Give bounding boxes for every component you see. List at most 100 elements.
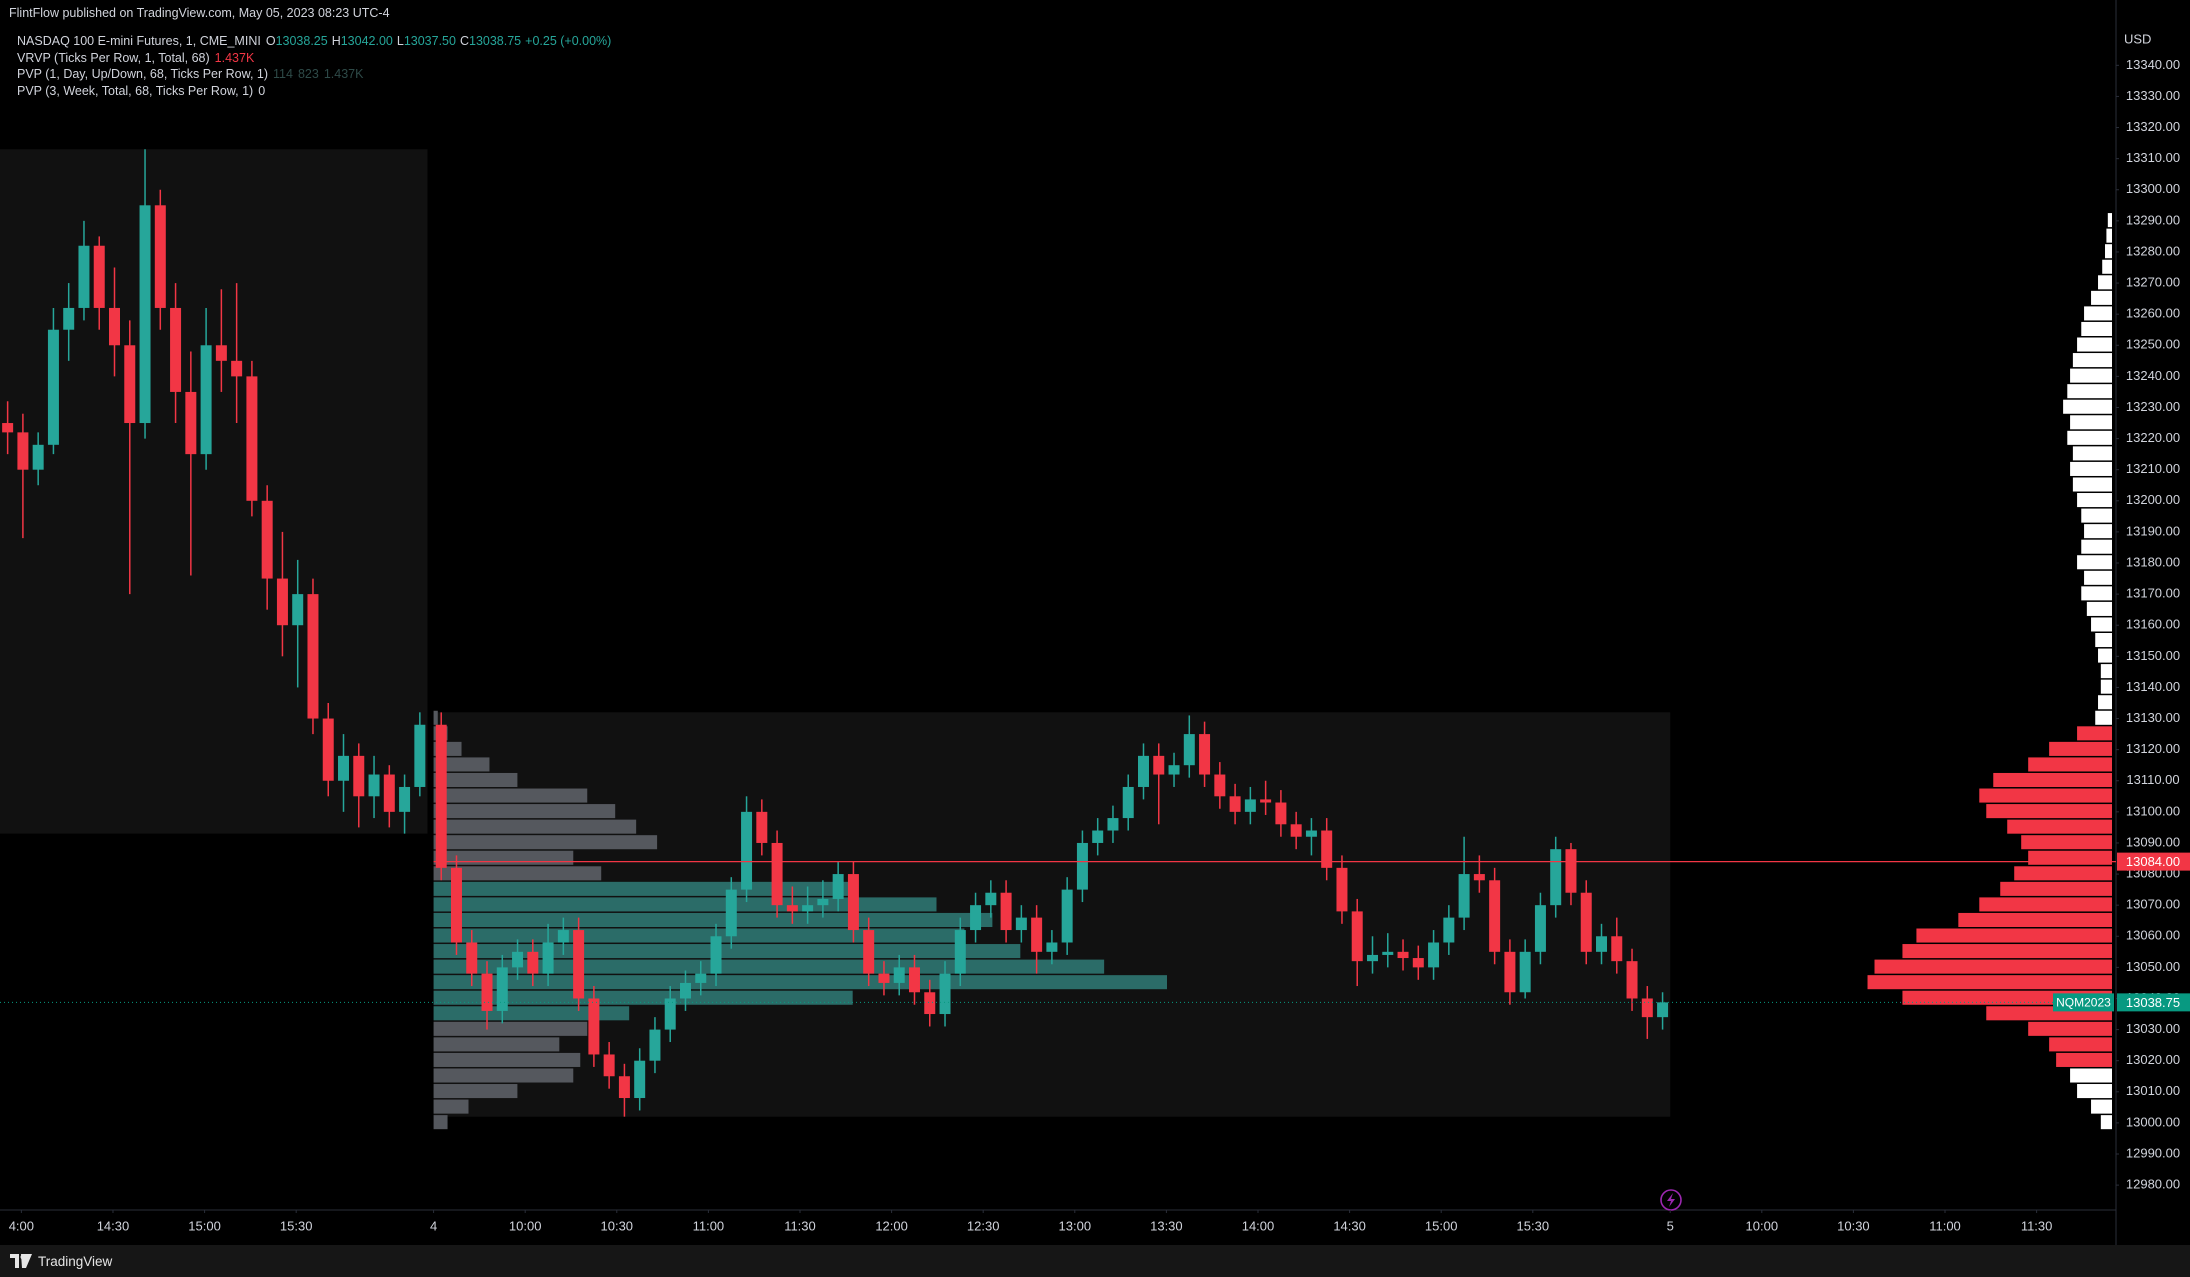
candle-body [1428, 942, 1440, 968]
profile-row [433, 912, 993, 927]
profile-row [433, 1099, 469, 1114]
candle-body [939, 973, 951, 1015]
x-tick-label: 11:30 [784, 1218, 816, 1233]
y-tick-label: 13330.00 [2126, 88, 2180, 103]
x-tick-label: 10:30 [1837, 1218, 1870, 1233]
symbol-label: NQM2023 [2056, 996, 2111, 1010]
candle-body [588, 998, 600, 1055]
profile-row [2056, 1052, 2112, 1067]
candle-body [1641, 998, 1653, 1018]
ohlc-value: 13037.50 [403, 34, 456, 48]
profile-row [2100, 1115, 2112, 1130]
ohlc-label: O [265, 34, 276, 48]
candle-body [1473, 874, 1485, 881]
profile-row [433, 959, 1105, 974]
profile-row [433, 1068, 574, 1083]
candle-body [817, 898, 829, 906]
candle-body [664, 998, 676, 1030]
y-tick-label: 13290.00 [2126, 212, 2180, 227]
candle-body [1412, 958, 1424, 968]
profile-row [2095, 632, 2112, 648]
profile-row [433, 1084, 518, 1099]
candle-body [695, 973, 707, 983]
indicator-value: 114 [273, 67, 293, 82]
profile-row [2086, 601, 2112, 616]
price-line-tag [2117, 852, 2190, 871]
profile-row [1902, 944, 2112, 959]
profile-row [433, 1021, 588, 1036]
candle-body [1092, 830, 1104, 843]
profile-row [433, 1037, 560, 1052]
candle-body [786, 905, 798, 912]
indicator-value: 1.437K [214, 50, 255, 65]
candle-body [908, 967, 920, 993]
candle-body [970, 905, 982, 931]
profile-row [2077, 555, 2112, 570]
profile-row [2077, 726, 2112, 741]
candle-body [1534, 905, 1546, 952]
y-tick-label: 13050.00 [2126, 959, 2180, 974]
session-box [0, 149, 428, 834]
candle-body [1458, 874, 1470, 918]
candle-body [1611, 936, 1623, 962]
y-tick-label: 13260.00 [2126, 306, 2180, 321]
candle-body [1305, 830, 1317, 837]
candle-body [985, 892, 997, 906]
candle-body [338, 755, 350, 781]
candle-body [557, 930, 569, 943]
candle-body [1290, 824, 1302, 837]
y-tick-label: 12990.00 [2126, 1145, 2180, 1160]
replay-icon[interactable] [1660, 1189, 1682, 1211]
profile-row [2070, 415, 2112, 430]
candle-body [527, 951, 539, 974]
candle-body [1122, 786, 1134, 819]
candle-body [1260, 799, 1272, 803]
profile-row [433, 835, 658, 850]
candle-body [1550, 849, 1562, 906]
candle-body [1137, 755, 1149, 787]
candle-body [496, 967, 508, 1011]
ohlc-item: O13038.25 [266, 34, 328, 48]
y-tick-label: 13180.00 [2126, 554, 2180, 569]
candle-body [1199, 734, 1211, 775]
indicator-name: PVP (1, Day, Up/Down, 68, Ticks Per Row,… [17, 67, 269, 82]
y-tick-label: 13320.00 [2126, 119, 2180, 134]
legend-row: NASDAQ 100 E-mini Futures, 1, CME_MINI O1… [17, 33, 616, 50]
candle-body [32, 444, 44, 470]
candle-body [435, 724, 447, 868]
candle-body [17, 432, 29, 470]
candle-body [124, 345, 136, 424]
candle-body [63, 307, 75, 330]
profile-row [2105, 244, 2112, 259]
ohlc-label: H [331, 34, 341, 48]
profile-row [2084, 306, 2112, 321]
candle-body [276, 578, 288, 626]
ohlc-item: H13042.00 [332, 34, 393, 48]
profile-row [2007, 819, 2112, 834]
brand-name[interactable]: TradingView [38, 1253, 113, 1269]
candle-body [93, 245, 105, 308]
candle-body [924, 992, 936, 1015]
indicator-value: 0 [258, 84, 266, 99]
candle-body [368, 774, 380, 797]
brand-logo[interactable] [10, 1254, 32, 1268]
profile-row [2095, 710, 2112, 725]
candle-body [383, 774, 395, 812]
candle-body [1504, 951, 1516, 993]
profile-row [1958, 912, 2112, 927]
change: +0.25 (+0.00%) [525, 34, 612, 48]
profile-row [2081, 508, 2112, 523]
y-tick-label: 13010.00 [2126, 1083, 2180, 1098]
profile-row [2098, 648, 2112, 663]
candle-body [353, 755, 365, 797]
profile-row [2081, 539, 2112, 554]
profile-row [2072, 353, 2112, 368]
candle-body [246, 376, 258, 501]
candle-body [1596, 936, 1607, 952]
candle-body [1076, 842, 1088, 890]
indicator-name: VRVP (Ticks Per Row, 1, Total, 68) [17, 50, 210, 65]
candle-body [322, 718, 334, 781]
x-tick-label: 4:00 [9, 1218, 34, 1233]
profile-row [1916, 928, 2112, 943]
candle-body [573, 930, 585, 999]
